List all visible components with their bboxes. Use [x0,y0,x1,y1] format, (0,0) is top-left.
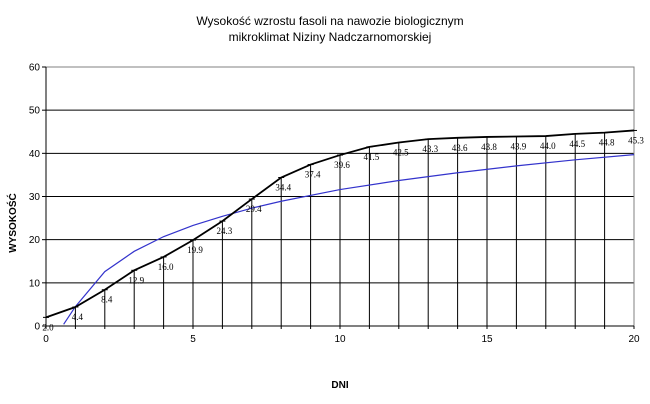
x-tick-label: 5 [190,334,196,345]
y-axis-label: WYSOKOŚĆ [6,193,19,252]
data-label: 41.5 [364,152,380,162]
y-tick-label: 20 [29,235,41,246]
chart-title: Wysokość wzrostu fasoli na nawozie biolo… [196,14,463,28]
data-label: 29.4 [246,204,262,214]
data-label: 39.6 [334,160,350,170]
data-label: 44.0 [540,141,556,151]
data-label: 42.5 [393,148,409,158]
data-label: 45.3 [628,135,644,145]
data-label: 43.8 [481,142,497,152]
plot-area: 0 10 20 30 40 50 60 0 5 10 15 20 2.0 4.4 8.4 12.9 16.0 19… [29,63,645,346]
data-label: 16.0 [158,262,174,272]
data-label: 12.9 [128,275,144,285]
x-tick-label: 20 [628,334,640,345]
data-label: 2.0 [42,322,54,332]
data-label: 24.3 [217,226,233,236]
data-label: 43.6 [452,143,468,153]
data-label: 34.4 [275,183,291,193]
y-tick-label: 60 [29,63,41,74]
y-tick-label: 0 [34,322,40,333]
x-tick-label: 15 [481,334,493,345]
x-tick-label: 0 [43,334,49,345]
y-tick-label: 30 [29,192,41,203]
x-tick-label: 10 [334,334,346,345]
chart-subtitle: mikroklimat Niziny Nadczarnomorskiej [229,30,432,44]
y-tick-label: 40 [29,149,41,160]
y-tick-label: 10 [29,278,41,289]
data-label: 19.9 [187,245,203,255]
data-label: 44.5 [569,139,585,149]
data-label: 4.4 [72,312,84,322]
data-label: 37.4 [305,170,321,180]
data-label: 43.9 [511,141,527,151]
data-label: 44.8 [599,138,615,148]
trendline [63,154,635,325]
x-axis-label: DNI [331,380,348,391]
y-tick-label: 50 [29,106,41,117]
data-label: 43.3 [422,144,438,154]
data-label: 8.4 [101,295,113,305]
